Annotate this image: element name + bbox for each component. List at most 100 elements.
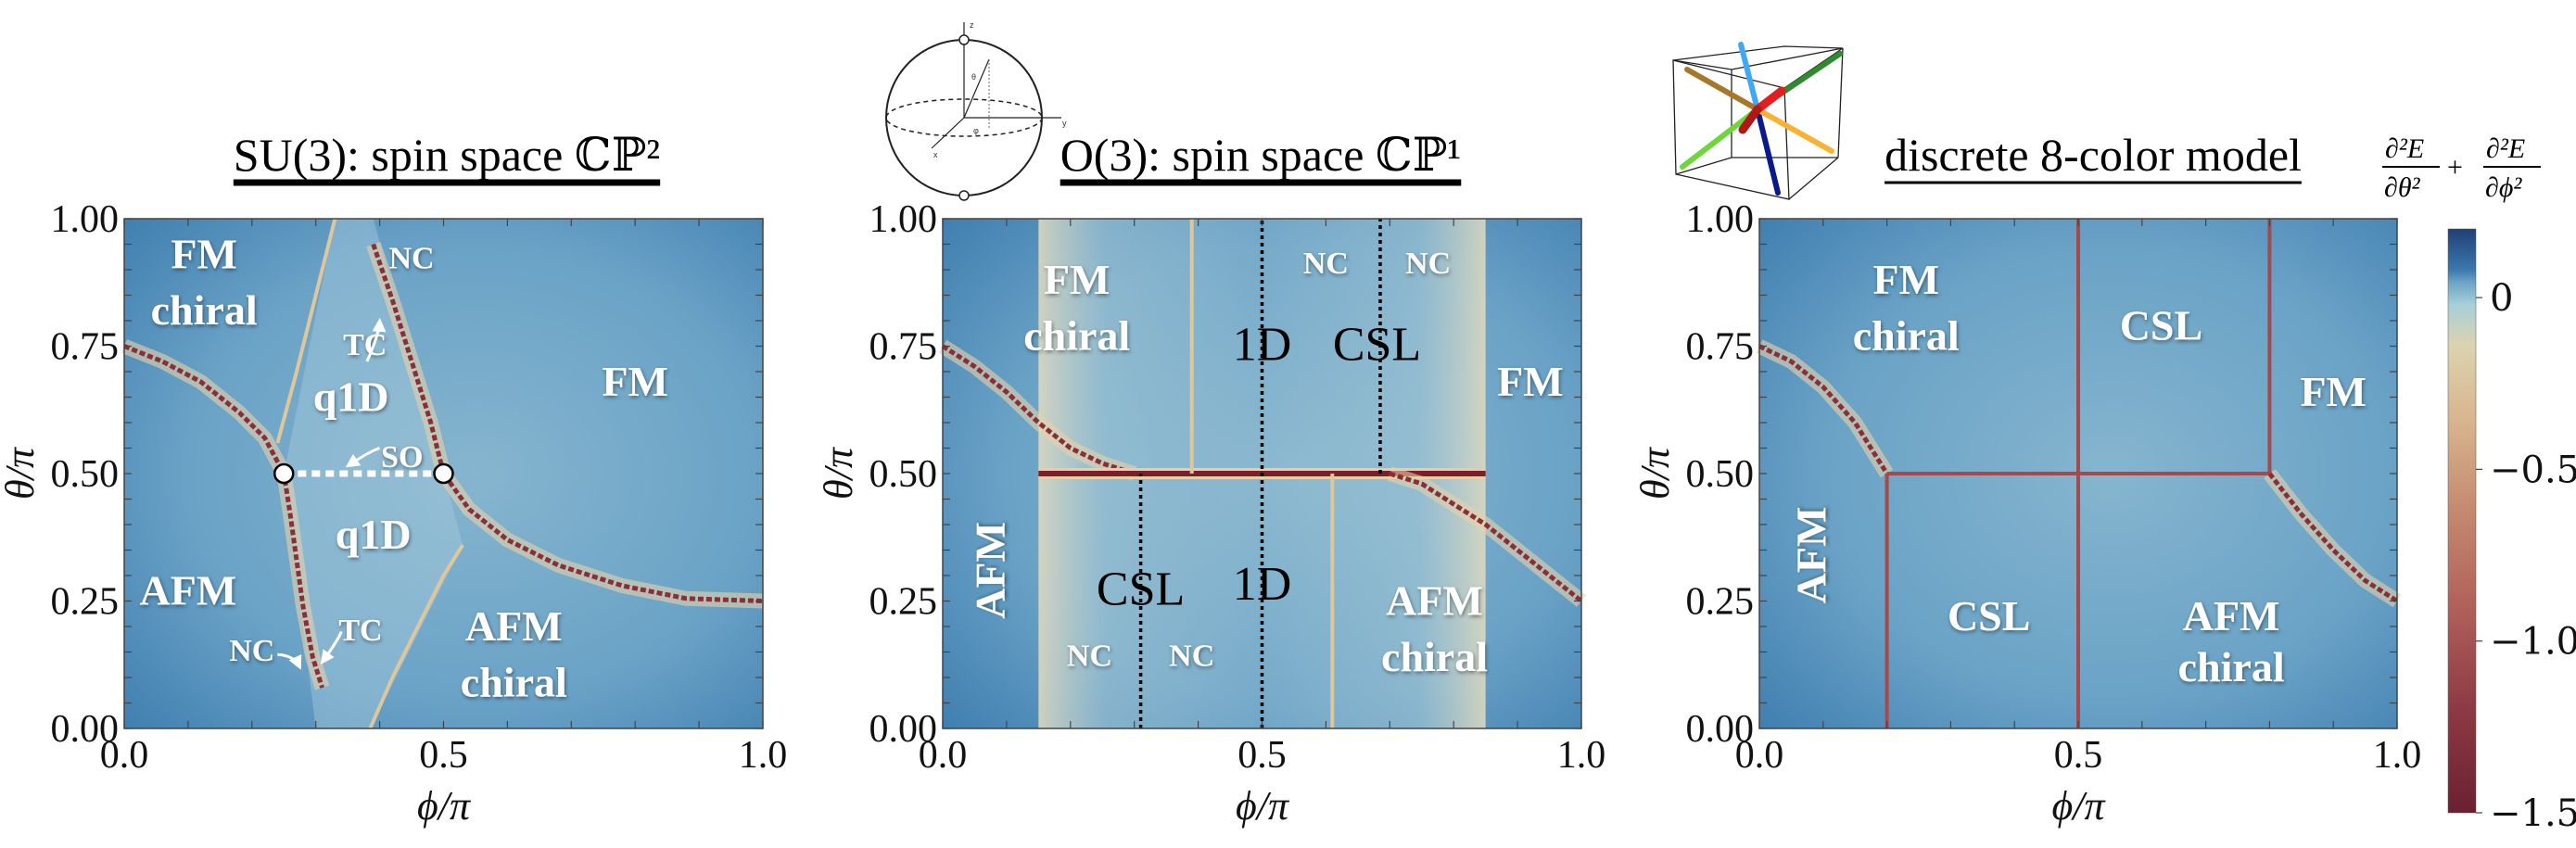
- x-axis-label: x: [933, 150, 938, 159]
- phase-label: NC: [1405, 247, 1451, 281]
- phase-label: chiral: [1853, 312, 1960, 360]
- colorbar-label-den2: ∂ϕ²: [2485, 172, 2522, 203]
- phase-boundary-3: [1389, 471, 1583, 603]
- phase-label: CSL: [1948, 592, 2030, 639]
- phase-label: AFM: [1386, 577, 1483, 625]
- colorbar-tick-label: 0: [2490, 277, 2513, 320]
- phase-label: NC: [1303, 247, 1349, 281]
- phase-label: NC: [1067, 639, 1112, 674]
- y-tick-label: 0.00: [869, 708, 938, 751]
- phase-label: q1D: [313, 373, 389, 421]
- y-tick-label: 1.00: [1686, 198, 1755, 241]
- phase-boundary-1: [1758, 344, 1889, 475]
- phase-label: TC: [338, 614, 382, 648]
- phase-boundary-4: [368, 543, 464, 729]
- colorbar-label-den1: ∂θ²: [2384, 172, 2421, 203]
- y-axis-label: θ/π: [816, 446, 861, 500]
- colorbar-label-num1: ∂²E: [2385, 133, 2424, 164]
- phase-label: CSL: [1097, 563, 1185, 616]
- x-tick-label: 1.0: [1557, 734, 1606, 777]
- x-tick-label: 0.5: [2054, 734, 2103, 777]
- phase-label: chiral: [151, 286, 258, 334]
- colorbar-tick-label: −0.5: [2490, 449, 2576, 491]
- phase-label: AFM: [967, 522, 1014, 619]
- y-tick-label: 0.50: [1686, 453, 1755, 496]
- phase-label: AFM: [140, 567, 237, 614]
- multicritical-point-marker: [433, 462, 454, 485]
- panel-title: discrete 8-color model: [1884, 129, 2302, 181]
- y-axis-label: y: [1062, 119, 1067, 128]
- theta-label: θ: [971, 72, 976, 82]
- phase-label: q1D: [336, 511, 412, 558]
- y-tick-label: 0.75: [51, 326, 120, 369]
- y-tick-label: 0.50: [869, 453, 938, 496]
- phi-label: φ: [973, 126, 979, 135]
- phase-label: CSL: [1333, 319, 1421, 372]
- multicritical-point-marker: [273, 462, 295, 485]
- panel-title: O(3): spin space ℂℙ¹: [1060, 129, 1462, 181]
- phase-label: AFM: [465, 602, 563, 650]
- phase-label: NC: [388, 242, 434, 276]
- phase-label: FM: [2300, 368, 2367, 415]
- colorbar-label-plus: +: [2447, 152, 2463, 183]
- panel-2: 0.0 0.5 1.0 0.00 0.25 0.50 0.75 1.00 ϕ/π θ/π O(3):…: [816, 129, 1605, 829]
- phase-boundary-2: [371, 243, 764, 603]
- annotation-arrow: [277, 652, 302, 670]
- x-tick-label: 0.5: [1237, 734, 1287, 777]
- bloch-sphere-icon: z y x θ φ: [885, 20, 1067, 201]
- annotation-arrow: [320, 630, 343, 664]
- x-tick-label: 1.0: [739, 734, 788, 777]
- phase-boundary-3: [275, 218, 337, 444]
- y-axis-label: θ/π: [0, 446, 43, 500]
- phase-label: SO: [381, 440, 423, 475]
- phase-label: FM: [171, 231, 237, 278]
- panel-3: 0.0 0.5 1.0 0.00 0.25 0.50 0.75 1.00 ϕ/π θ/π discr…: [1632, 129, 2421, 829]
- x-axis-label: ϕ/π: [417, 783, 472, 829]
- phase-label: NC: [1169, 639, 1214, 674]
- colorbar-label-num2: ∂²E: [2486, 133, 2525, 164]
- phase-label: FM: [602, 358, 668, 405]
- colorbar-tick-label: −1.5: [2490, 792, 2576, 835]
- y-tick-label: 1.00: [869, 198, 938, 241]
- colorbar: 0 −0.5 −1.0 −1.5 ∂²E ∂θ² + ∂²E ∂ϕ²: [2382, 133, 2576, 835]
- phase-label: TC: [343, 328, 387, 362]
- x-tick-label: 0.0: [1735, 734, 1784, 777]
- x-tick-label: 0.0: [919, 734, 968, 777]
- panel-1: 0.0 0.5 1.0 0.00 0.25 0.50 0.75 1.00 ϕ/π θ/π SU(3)…: [0, 129, 787, 829]
- x-tick-label: 0.5: [419, 734, 468, 777]
- phase-label: FM: [1044, 256, 1110, 303]
- y-tick-label: 0.00: [1686, 708, 1755, 751]
- phase-label: 1D: [1233, 319, 1292, 372]
- annotation-arrow: [345, 447, 381, 468]
- y-tick-label: 0.25: [1686, 581, 1755, 624]
- x-axis-label: ϕ/π: [1236, 783, 1290, 829]
- phase-label: 1D: [1233, 558, 1292, 611]
- phase-label: chiral: [461, 659, 567, 706]
- y-tick-label: 0.25: [869, 581, 938, 624]
- x-axis-label: ϕ/π: [2051, 783, 2106, 829]
- phase-label: FM: [1497, 358, 1564, 405]
- phase-label: chiral: [1381, 633, 1488, 680]
- phase-label: CSL: [2120, 302, 2202, 349]
- phase-label: chiral: [1023, 312, 1130, 360]
- annotation-arrow: [365, 318, 387, 362]
- phase-label: AFM: [2183, 592, 2280, 639]
- y-tick-label: 0.25: [51, 581, 120, 624]
- x-tick-label: 1.0: [2373, 734, 2422, 777]
- colorbar-label: ∂²E ∂θ² + ∂²E ∂ϕ²: [2382, 133, 2541, 203]
- y-tick-label: 0.50: [51, 453, 120, 496]
- y-tick-label: 0.75: [1686, 326, 1755, 369]
- y-tick-label: 0.75: [869, 326, 938, 369]
- panel-title: SU(3): spin space ℂℙ²: [234, 129, 660, 181]
- y-tick-label: 0.00: [51, 708, 120, 751]
- colorbar-gradient: [2447, 228, 2477, 814]
- x-tick-label: 0.0: [100, 734, 149, 777]
- phase-label: FM: [1872, 256, 1939, 303]
- y-axis-label: θ/π: [1632, 446, 1678, 500]
- phase-boundary-6: [2267, 472, 2399, 603]
- y-tick-label: 1.00: [51, 198, 120, 241]
- z-axis-label: z: [970, 20, 974, 30]
- phase-label: NC: [229, 634, 274, 668]
- eight-color-cube-icon: [1672, 42, 1844, 200]
